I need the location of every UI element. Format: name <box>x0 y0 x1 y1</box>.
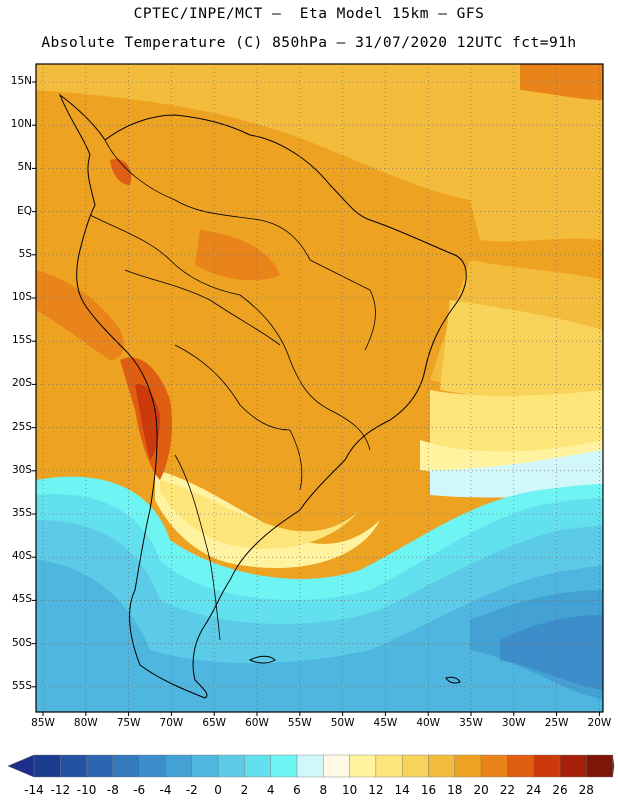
falkland-islands <box>248 655 276 664</box>
lon-label: 25W <box>544 717 569 729</box>
chart-title-line-1: CPTEC/INPE/MCT – Eta Model 15km – GFS <box>133 6 485 22</box>
colorbar-label: 8 <box>319 783 328 797</box>
colorbar-label: 26 <box>552 783 568 797</box>
colorbar-cell <box>507 754 534 778</box>
lon-label: 65W <box>202 717 227 729</box>
colorbar-over-arrow <box>612 754 615 778</box>
colorbar-cell <box>244 754 271 778</box>
map-frame <box>35 63 604 713</box>
colorbar-label: 0 <box>214 783 222 797</box>
colorbar-label: -8 <box>106 783 119 797</box>
colorbar-cell <box>559 754 587 778</box>
colorbar-cell <box>138 754 166 778</box>
colorbar-label: 2 <box>240 783 249 797</box>
colorbar-cell <box>86 754 114 778</box>
lat-label: EQ <box>17 204 32 217</box>
lat-label: 35S <box>11 507 32 519</box>
lat-label: 15N <box>10 75 32 87</box>
lat-label: 25S <box>11 420 32 433</box>
lat-label: 5N <box>17 161 32 174</box>
colorbar-label: -14 <box>24 783 44 797</box>
lat-label: 45S <box>11 593 32 606</box>
lon-label: 60W <box>245 717 269 729</box>
lat-label: 10N <box>10 118 32 131</box>
graticule <box>36 64 603 712</box>
lon-label: 70W <box>159 717 184 729</box>
lon-label: 20W <box>587 717 612 729</box>
lon-label: 80W <box>73 717 98 729</box>
colorbar-label: 18 <box>447 783 463 797</box>
colorbar-cell <box>533 754 561 778</box>
country-borders <box>89 139 376 641</box>
colorbar-cell <box>270 754 298 778</box>
lon-label: 40W <box>416 717 441 729</box>
colorbar-cell <box>33 754 61 778</box>
colorbar-label: 6 <box>293 783 301 797</box>
colorbar-cell <box>349 754 377 778</box>
colorbar-label: -10 <box>76 783 97 797</box>
lat-label: 40S <box>11 550 32 563</box>
colorbar-cell <box>586 754 613 778</box>
lat-label: 20S <box>11 377 32 390</box>
colorbar-cell <box>480 754 508 778</box>
lat-label: 15S <box>11 334 32 347</box>
colorbar-cell <box>402 754 429 778</box>
colorbar-label: -2 <box>185 783 198 797</box>
colorbar-label: 16 <box>420 783 437 797</box>
colorbar-cell <box>454 754 482 778</box>
colorbar-label: 4 <box>266 783 275 797</box>
colorbar-cell <box>165 754 192 778</box>
axis-ticks <box>32 81 600 716</box>
colorbar-cell <box>60 754 87 778</box>
colorbar-cell <box>375 754 403 778</box>
lon-label: 35W <box>459 717 483 729</box>
lon-label: 85W <box>31 717 55 729</box>
lat-label: 5S <box>18 247 32 260</box>
colorbar-cell <box>428 754 455 778</box>
colorbar-label: 10 <box>341 783 358 797</box>
colorbar-label: 14 <box>394 783 410 797</box>
colorbar-label: 22 <box>499 783 516 797</box>
lat-label: 50S <box>11 636 32 649</box>
colorbar-label: -4 <box>159 783 172 797</box>
colorbar-cell <box>323 754 350 778</box>
lat-label: 30S <box>11 463 32 476</box>
lon-label: 50W <box>330 717 355 729</box>
colorbar-label: 24 <box>526 783 542 797</box>
lon-label: 55W <box>287 717 312 729</box>
lon-label: 45W <box>373 717 398 729</box>
colorbar-under-arrow <box>7 754 35 778</box>
colorbar-label: 20 <box>473 783 489 797</box>
lon-label: 75W <box>116 717 141 729</box>
lon-label: 30W <box>501 717 526 729</box>
colorbar-cell <box>296 754 324 778</box>
chart-title-line-2: Absolute Temperature (C) 850hPa – 31/07/… <box>41 35 577 51</box>
south-georgia <box>445 676 461 684</box>
colorbar-label: 28 <box>578 783 594 797</box>
colorbar-cell <box>217 754 245 778</box>
colorbar-label: 12 <box>368 783 384 797</box>
colorbar-cell <box>112 754 140 778</box>
lat-label: 55S <box>11 679 32 692</box>
colorbar-cell <box>191 754 219 778</box>
colorbar-label: -12 <box>50 783 71 797</box>
colorbar-label: -6 <box>133 783 146 797</box>
coastline-south-america <box>58 93 467 699</box>
lat-label: 10S <box>11 291 32 303</box>
